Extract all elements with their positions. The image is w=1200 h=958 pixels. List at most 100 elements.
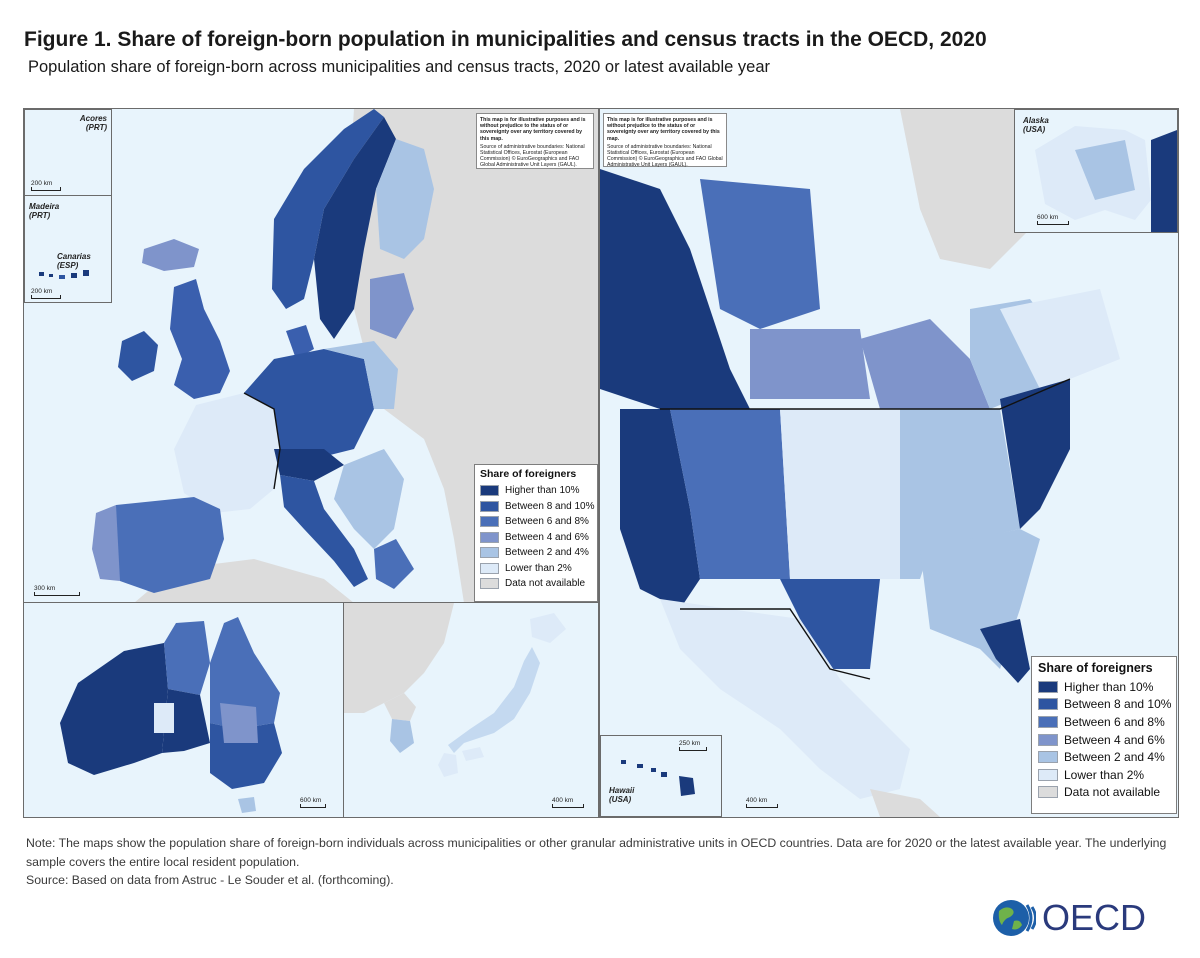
- figure-title: Figure 1. Share of foreign-born populati…: [24, 28, 987, 51]
- legend-item: Lower than 2%: [480, 561, 597, 577]
- europe-scale-label: 300 km: [34, 585, 56, 592]
- japan-scale-label: 400 km: [552, 797, 574, 804]
- acores-inset: Acores (PRT) 200 km: [24, 109, 112, 197]
- hawaii-inset: Hawaii (USA) 250 km: [600, 735, 722, 817]
- oecd-logo: OECD: [990, 895, 1146, 941]
- iceland: [142, 239, 199, 271]
- australia-map: [60, 617, 282, 813]
- legend-item: Between 4 and 6%: [1038, 731, 1176, 749]
- australia-north: [164, 621, 210, 695]
- legend-label: Data not available: [505, 578, 586, 590]
- japan-korea-map-panel: 400 km: [343, 602, 599, 818]
- legend-label: Between 4 and 6%: [505, 531, 589, 543]
- central-america: [870, 789, 940, 817]
- legend-item: Data not available: [1038, 784, 1176, 802]
- acores-country: (PRT): [85, 123, 107, 132]
- legend-title: Share of foreigners: [1038, 661, 1153, 675]
- usa-midwest: [900, 409, 1020, 579]
- canarias-scale-bar: [31, 295, 61, 299]
- canada-prairies: [750, 329, 870, 399]
- legend-item: Between 2 and 4%: [480, 545, 597, 561]
- figure-source: Source: Based on data from Astruc - Le S…: [26, 873, 394, 887]
- japan-scale-bar: [552, 804, 584, 808]
- japan-shikoku: [462, 747, 484, 761]
- legend-swatch: [1038, 715, 1058, 728]
- australia-queensland: [210, 617, 280, 729]
- europe-disclaimer-source: Source of administrative boundaries: Nat…: [480, 143, 585, 169]
- canada-usa-border: [660, 378, 1071, 410]
- usa-mountain: [670, 409, 790, 579]
- canarias-scale-label: 200 km: [31, 288, 53, 295]
- europe-scale-bar: [34, 592, 80, 596]
- legend-swatch: [1038, 733, 1058, 746]
- na-scale-bar: [746, 804, 778, 808]
- alaska-inset: Alaska (USA) 600 km: [1014, 109, 1178, 233]
- korea: [390, 719, 414, 753]
- norway: [272, 109, 384, 309]
- madeira-country: (PRT): [29, 211, 51, 220]
- australia-west: [60, 643, 168, 775]
- canarias-country: (ESP): [57, 261, 79, 270]
- legend-label: Between 6 and 8%: [1064, 714, 1165, 729]
- madeira-canarias-inset: Madeira (PRT) Canarias (ESP) 200 km: [24, 195, 112, 303]
- central-europe: [244, 349, 374, 459]
- usa-texas: [780, 579, 880, 669]
- japan-honshu: [448, 647, 540, 753]
- legend-item: Lower than 2%: [1038, 766, 1176, 784]
- legend-label: Higher than 10%: [505, 485, 580, 497]
- canada-east-interior: [860, 319, 990, 409]
- legend-item: Higher than 10%: [480, 483, 597, 499]
- japan-hokkaido: [530, 613, 566, 643]
- mexico: [660, 599, 910, 799]
- legend-item: Higher than 10%: [1038, 678, 1176, 696]
- legend-swatch: [1038, 680, 1058, 693]
- baltics: [370, 273, 414, 339]
- acores-scale-label: 200 km: [31, 180, 53, 187]
- europe-disclaimer-bold: This map is for illustrative purposes an…: [480, 117, 586, 142]
- oecd-wordmark: OECD: [1042, 897, 1147, 938]
- spain: [110, 497, 224, 593]
- legend-label: Data not available: [1064, 785, 1161, 800]
- na-legend: Share of foreigners Higher than 10% Betw…: [1031, 656, 1177, 814]
- korea-north: [384, 693, 416, 721]
- tasmania: [238, 797, 256, 813]
- balkans: [334, 449, 404, 549]
- denmark: [286, 325, 314, 359]
- yukon-edge: [1151, 130, 1177, 232]
- legend-item: Between 2 and 4%: [1038, 748, 1176, 766]
- legend-label: Between 2 and 4%: [505, 547, 589, 559]
- legend-swatch: [480, 562, 499, 574]
- alaska-interior: [1075, 140, 1135, 200]
- hawaii-country: (USA): [609, 795, 632, 804]
- asia-mainland: [344, 603, 454, 713]
- legend-swatch: [1038, 786, 1058, 799]
- legend-item: Between 8 and 10%: [1038, 696, 1176, 714]
- florida: [980, 619, 1030, 683]
- legend-swatch: [1038, 698, 1058, 711]
- canada-northeast: [1000, 289, 1120, 389]
- alps: [274, 449, 344, 481]
- ireland: [118, 331, 158, 381]
- legend-swatch: [480, 485, 499, 497]
- europe-legend: Share of foreigners Higher than 10% Betw…: [474, 464, 598, 602]
- usa-mexico-border: [680, 608, 871, 680]
- france-border: [243, 392, 281, 490]
- acores-scale-bar: [31, 187, 61, 191]
- canada-west: [600, 169, 750, 409]
- legend-swatch: [480, 578, 499, 590]
- hawaii-map: [621, 760, 695, 796]
- alaska-scale-label: 600 km: [1037, 214, 1059, 221]
- legend-label: Between 8 and 10%: [1064, 697, 1172, 712]
- portugal: [92, 505, 120, 581]
- legend-item: Between 6 and 8%: [480, 514, 597, 530]
- north-america-map: [600, 109, 1120, 817]
- canada-north: [700, 179, 820, 329]
- legend-item: Between 8 and 10%: [480, 499, 597, 515]
- hawaii-scale-bar: [679, 747, 707, 751]
- great-britain: [170, 279, 230, 399]
- canarias-label: Canarias: [57, 252, 91, 261]
- poland-czechia: [324, 341, 398, 409]
- alaska-country: (USA): [1023, 125, 1046, 134]
- alaska-label: Alaska: [1023, 116, 1049, 125]
- globe-icon: [993, 900, 1036, 936]
